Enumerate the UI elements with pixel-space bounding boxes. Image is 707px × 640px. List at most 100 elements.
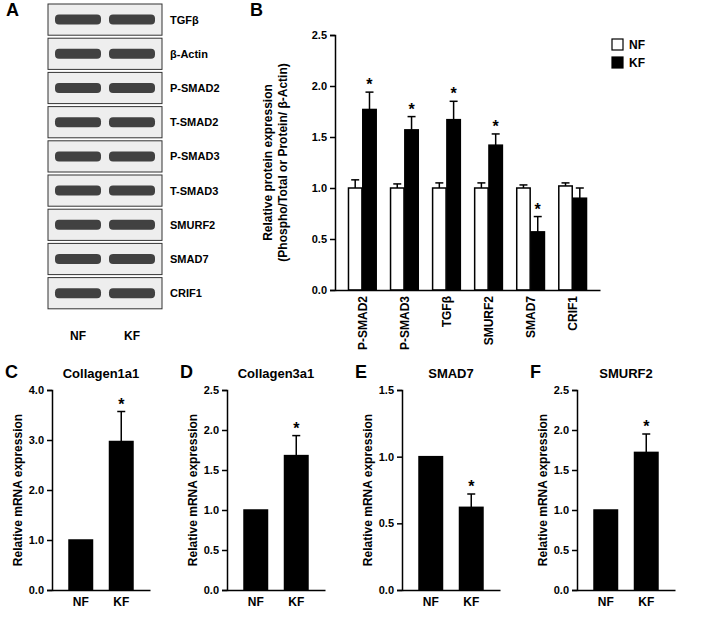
x-axis: NF KF	[53, 590, 151, 609]
blot-row-label: T-SMAD3	[170, 185, 218, 197]
error-bar	[393, 184, 401, 188]
blot-strip	[48, 209, 162, 240]
x-tick-label: KF	[638, 595, 654, 609]
blot-band	[55, 49, 101, 59]
y-axis-line	[47, 391, 53, 591]
bar	[531, 232, 544, 290]
error-stem	[470, 494, 472, 507]
blot-strip	[48, 107, 162, 138]
y-tick-mark	[330, 35, 335, 37]
y-tick: 0.0	[379, 584, 402, 596]
x-tick: CRIF1	[566, 290, 580, 331]
y-tick: 1.5	[379, 384, 402, 396]
blot-band	[109, 220, 155, 230]
y-tick-label: 0.0	[312, 284, 327, 296]
y-tick-label: 4.0	[29, 384, 44, 396]
x-tick: NF	[423, 590, 439, 609]
bar	[363, 109, 376, 290]
y-tick-mark	[397, 523, 402, 525]
x-tick-label: SMURF2	[482, 296, 496, 346]
y-tick-label: 1.5	[312, 131, 327, 143]
error-bar	[467, 494, 475, 507]
error-stem	[453, 101, 455, 119]
y-axis-title: Relative mRNA expression	[186, 414, 200, 566]
legend-swatch	[612, 39, 623, 50]
y-tick: 3.0	[29, 434, 52, 446]
error-stem	[495, 134, 497, 145]
error-stem	[295, 436, 297, 456]
y-tick: 0.0	[204, 584, 227, 596]
y-axis-title: Relative mRNA expression	[11, 414, 25, 566]
y-tick-mark	[222, 390, 227, 392]
blot-band	[55, 254, 101, 264]
y-tick-mark	[572, 510, 577, 512]
bar	[419, 457, 442, 590]
blot-row-label: β-Actin	[170, 48, 208, 60]
x-tick: NF	[73, 590, 89, 609]
blot-band	[109, 288, 155, 298]
bar-panel: 0.00.51.01.5NFKF*ESMAD7Relative mRNA exp…	[355, 362, 501, 609]
y-tick: 1.0	[312, 182, 335, 194]
chart-title: Collagen1a1	[63, 366, 140, 381]
y-tick-mark	[397, 390, 402, 392]
error-cap	[435, 182, 443, 184]
legend-label: KF	[629, 56, 645, 70]
y-axis-title: Relative mRNA expression	[536, 414, 550, 566]
annotation: *	[468, 478, 475, 495]
y-tick-mark	[572, 430, 577, 432]
y-tick-mark	[222, 430, 227, 432]
y-tick-label: 2.0	[29, 484, 44, 496]
y-tick: 0.5	[312, 233, 335, 245]
x-axis-line	[403, 590, 501, 592]
y-tick-label: 1.0	[204, 504, 219, 516]
blot-band	[109, 49, 155, 59]
blot-panel: ATGFββ-ActinP-SMAD2T-SMAD2P-SMAD3T-SMAD3…	[6, 0, 220, 343]
error-bar	[519, 185, 527, 188]
y-tick: 1.0	[204, 504, 227, 516]
y-tick-mark	[222, 550, 227, 552]
y-tick: 0.0	[29, 584, 52, 596]
blot-band	[55, 186, 101, 196]
error-stem	[645, 434, 647, 452]
y-tick: 1.0	[379, 451, 402, 463]
y-tick-label: 3.0	[29, 434, 44, 446]
y-tick-label: 2.5	[554, 384, 569, 396]
x-tick-label: NF	[598, 595, 614, 609]
bar	[635, 452, 658, 590]
blot-strip	[48, 243, 162, 274]
x-tick-label: NF	[73, 595, 89, 609]
panel-letter: B	[250, 0, 263, 20]
annotation: *	[366, 76, 373, 93]
x-tick: KF	[113, 590, 129, 609]
error-bar	[292, 436, 300, 456]
x-axis: NF KF	[578, 590, 676, 609]
blot-lane-label: KF	[124, 329, 140, 343]
y-tick-label: 2.0	[554, 424, 569, 436]
legend: NFKF	[612, 38, 645, 70]
error-stem	[120, 412, 122, 442]
annotation: *	[493, 118, 500, 135]
y-tick: 2.5	[554, 384, 577, 396]
y-axis: 0.00.51.01.52.02.5	[554, 384, 578, 596]
y-tick: 1.5	[204, 464, 227, 476]
y-tick-label: 1.0	[29, 534, 44, 546]
x-tick: KF	[463, 590, 479, 609]
y-tick: 2.0	[29, 484, 52, 496]
blot-strip	[48, 278, 162, 309]
bar	[489, 145, 502, 290]
annotation: *	[118, 396, 125, 413]
x-axis: P-SMAD2P-SMAD3TGFβSMURF2SMAD7CRIF1	[336, 290, 601, 350]
x-tick: SMAD7	[524, 290, 538, 338]
y-tick-mark	[572, 590, 577, 592]
y-tick: 0.5	[204, 544, 227, 556]
blot-band	[55, 15, 101, 25]
y-axis-line	[330, 36, 336, 291]
error-cap	[562, 182, 570, 184]
y-tick-mark	[47, 590, 52, 592]
blot-strip	[48, 72, 162, 103]
error-stem	[481, 183, 483, 188]
bar-panel: 0.00.51.01.52.02.5P-SMAD2P-SMAD3TGFβSMUR…	[250, 0, 645, 350]
plot-marks	[419, 457, 483, 590]
chart-title: SMURF2	[599, 366, 652, 381]
y-tick: 1.0	[29, 534, 52, 546]
